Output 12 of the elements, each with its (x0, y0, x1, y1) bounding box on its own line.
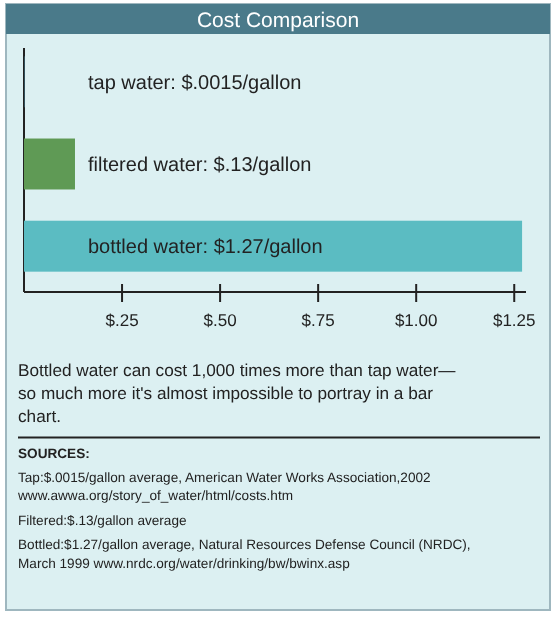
chart-title: Cost Comparison (196, 9, 360, 33)
x-tick-label: $1.25 (492, 310, 537, 330)
y-tick-label: tap water: $.0015/gallon (88, 72, 302, 95)
text: Bottled water can cost 1,000 times more than tap water—so much more it's almost impossible to portray in a bar chart. (18, 360, 457, 427)
x-tick-label: $.25 (105, 310, 140, 330)
bar (24, 138, 75, 190)
x-tick-label: $.75 (301, 310, 336, 330)
x-tick-label: $1.00 (394, 310, 438, 330)
x-tick-label: $.50 (203, 310, 238, 330)
y-tick-label: filtered water: $.13/gallon (88, 155, 312, 177)
y-tick-label: bottled water: $1.27/gallon (88, 237, 323, 260)
bar (24, 220, 523, 272)
